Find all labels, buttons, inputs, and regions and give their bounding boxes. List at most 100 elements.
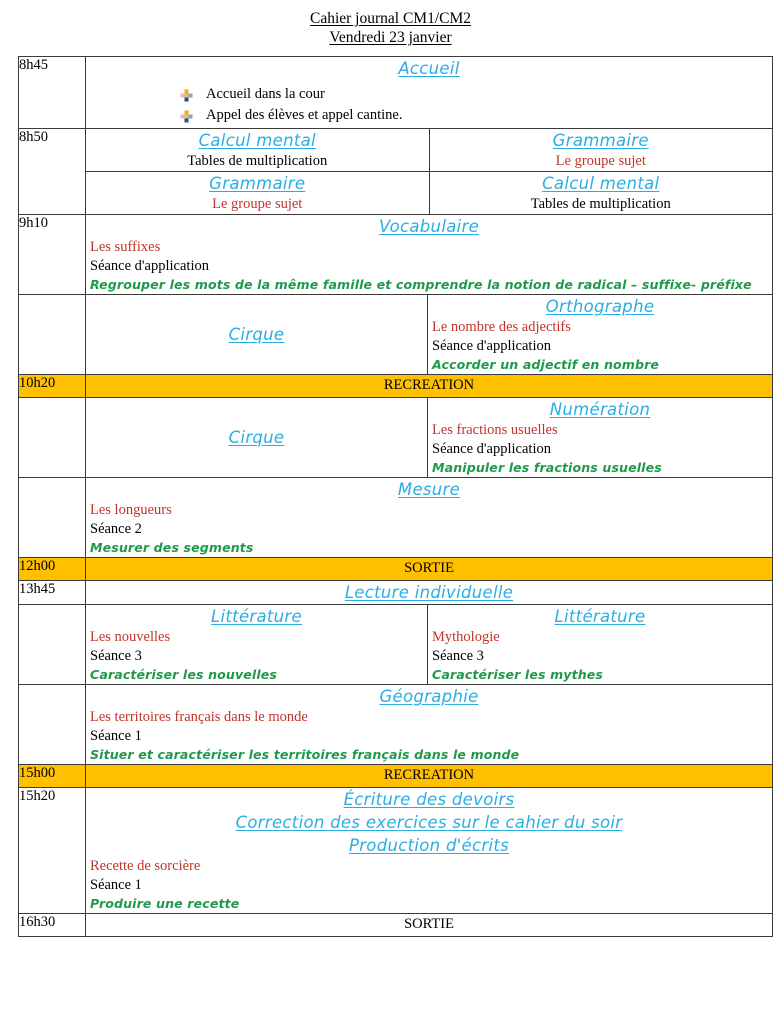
cell-lecture: Lecture individuelle: [84, 580, 774, 605]
subject-grammaire: Grammaire: [552, 131, 649, 150]
cell-mesure: Mesure Les longueurs Séance 2 Mesurer de…: [84, 477, 774, 558]
seance-geographie: Séance 1: [90, 728, 142, 744]
time-litterature: [18, 604, 86, 685]
cross-bullet-icon: [180, 109, 193, 123]
seance-litterature-gauche: Séance 3: [90, 648, 142, 664]
detail-groupe-sujet: Le groupe sujet: [212, 196, 303, 212]
seance-mesure: Séance 2: [90, 521, 142, 537]
document-header: Cahier journal CM1/CM2 Vendredi 23 janvi…: [0, 0, 781, 47]
cell-rituels: Calcul mental Tables de multiplication G…: [84, 128, 774, 215]
notion-fin-journee: Recette de sorcière: [90, 858, 201, 874]
table-row-sortie-soir: 16h30 SORTIE: [18, 913, 774, 937]
seance-vocabulaire: Séance d'application: [90, 258, 209, 274]
time-recreation-matin: 10h20: [18, 374, 86, 398]
objectif-geographie: Situer et caractériser les territoires f…: [90, 747, 520, 762]
rituels-row-bottom: Grammaire Le groupe sujet Calcul mental …: [86, 171, 772, 214]
table-row-litterature: Littérature Les nouvelles Séance 3 Carac…: [18, 604, 774, 685]
table-row-accueil: 8h45 Accueil: [18, 56, 774, 129]
notion-orthographe: Le nombre des adjectifs: [432, 319, 571, 335]
rituels-top-left: Calcul mental Tables de multiplication: [86, 129, 430, 172]
table-row-rituels: 8h50 Calcul mental Tables de multiplicat…: [18, 128, 774, 215]
table-row-lecture: 13h45 Lecture individuelle: [18, 580, 774, 605]
time-vocabulaire: 9h10: [18, 214, 86, 295]
time-fin-journee: 15h20: [18, 787, 86, 914]
cell-numeration: Numération Les fractions usuelles Séance…: [426, 397, 774, 478]
cell-recreation-apresmidi: RECREATION: [84, 764, 774, 788]
seance-orthographe: Séance d'application: [432, 338, 551, 354]
cell-sortie-midi: SORTIE: [84, 557, 774, 581]
subject-vocabulaire: Vocabulaire: [378, 217, 480, 236]
objectif-litterature-gauche: Caractériser les nouvelles: [90, 667, 277, 682]
notion-litterature-droite: Mythologie: [432, 629, 500, 645]
subject-calcul-mental: Calcul mental: [198, 131, 316, 150]
cell-cirque-1: Cirque: [85, 294, 428, 375]
detail-tables-multiplication: Tables de multiplication: [187, 153, 328, 169]
table-row-sortie-midi: 12h00 SORTIE: [18, 557, 774, 581]
time-cirque-orthographe: [18, 294, 86, 375]
objectif-fin-journee: Produire une recette: [90, 896, 240, 911]
cell-litterature-droite: Littérature Mythologie Séance 3 Caractér…: [426, 604, 774, 685]
accueil-bullet-text: Accueil dans la cour: [206, 86, 325, 102]
objectif-orthographe: Accorder un adjectif en nombre: [432, 357, 660, 372]
subject-orthographe: Orthographe: [545, 297, 655, 316]
label-sortie-soir: SORTIE: [404, 916, 454, 932]
page-date: Vendredi 23 janvier: [329, 29, 452, 46]
cell-cirque-2: Cirque: [85, 397, 428, 478]
subject-cirque: Cirque: [228, 325, 285, 344]
cell-accueil: Accueil: [84, 56, 774, 129]
table-row-vocabulaire: 9h10 Vocabulaire Les suffixes Séance d'a…: [18, 214, 774, 295]
seance-fin-journee: Séance 1: [90, 877, 142, 893]
banner-label-sortie: SORTIE: [404, 560, 454, 576]
page-title: Cahier journal CM1/CM2: [309, 10, 472, 27]
time-mesure: [18, 477, 86, 558]
cell-geographie: Géographie Les territoires français dans…: [84, 684, 774, 765]
cell-litterature-gauche: Littérature Les nouvelles Séance 3 Carac…: [85, 604, 428, 685]
subject-cirque: Cirque: [228, 428, 285, 447]
table-row-fin-journee: 15h20 Écriture des devoirs Correction de…: [18, 787, 774, 914]
rituels-top-right: Grammaire Le groupe sujet: [429, 129, 773, 172]
rituels-row-top: Calcul mental Tables de multiplication G…: [86, 129, 773, 172]
subject-accueil: Accueil: [398, 59, 460, 78]
subject-production-ecrits: Production d'écrits: [348, 836, 510, 855]
objectif-mesure: Mesurer des segments: [90, 540, 254, 555]
objectif-vocabulaire: Regrouper les mots de la même famille et…: [90, 277, 752, 292]
table-row-cirque-numeration: Cirque Numération Les fractions usuelles…: [18, 397, 774, 478]
table-row-recreation-apresmidi: 15h00 RECREATION: [18, 764, 774, 788]
subject-lecture-individuelle: Lecture individuelle: [344, 583, 514, 602]
cell-orthographe: Orthographe Le nombre des adjectifs Séan…: [426, 294, 774, 375]
cross-bullet-icon: [180, 88, 193, 102]
time-accueil: 8h45: [18, 56, 86, 129]
cell-vocabulaire: Vocabulaire Les suffixes Séance d'applic…: [84, 214, 774, 295]
detail-tables-multiplication: Tables de multiplication: [530, 196, 671, 212]
detail-groupe-sujet: Le groupe sujet: [555, 153, 646, 169]
list-item: Appel des élèves et appel cantine.: [180, 105, 772, 126]
cell-sortie-soir: SORTIE: [84, 913, 774, 937]
subject-grammaire: Grammaire: [209, 174, 306, 193]
subject-calcul-mental: Calcul mental: [542, 174, 660, 193]
subject-correction-exercices: Correction des exercices sur le cahier d…: [235, 813, 623, 832]
time-lecture: 13h45: [18, 580, 86, 605]
table-row-mesure: Mesure Les longueurs Séance 2 Mesurer de…: [18, 477, 774, 558]
subject-mesure: Mesure: [397, 480, 461, 499]
time-rituels: 8h50: [18, 128, 86, 215]
cell-fin-journee: Écriture des devoirs Correction des exer…: [84, 787, 774, 914]
schedule-table: 8h45 Accueil: [18, 56, 774, 937]
accueil-bullet-text: Appel des élèves et appel cantine.: [206, 107, 403, 123]
notion-vocabulaire: Les suffixes: [90, 239, 161, 255]
accueil-bullet-list: Accueil dans la cour: [86, 84, 772, 126]
seance-litterature-droite: Séance 3: [432, 648, 484, 664]
time-sortie-midi: 12h00: [18, 557, 86, 581]
table-row-cirque-orthographe: Cirque Orthographe Le nombre des adjecti…: [18, 294, 774, 375]
subject-ecriture-devoirs: Écriture des devoirs: [343, 790, 515, 809]
table-row-recreation-matin: 10h20 RECREATION: [18, 374, 774, 398]
subject-litterature: Littérature: [554, 607, 646, 626]
objectif-litterature-droite: Caractériser les mythes: [432, 667, 604, 682]
list-item: Accueil dans la cour: [180, 84, 772, 105]
time-geographie: [18, 684, 86, 765]
time-cirque-numeration: [18, 397, 86, 478]
time-sortie-soir: 16h30: [18, 913, 86, 937]
subject-geographie: Géographie: [379, 687, 479, 706]
subject-litterature: Littérature: [211, 607, 302, 626]
notion-geographie: Les territoires français dans le monde: [90, 709, 308, 725]
